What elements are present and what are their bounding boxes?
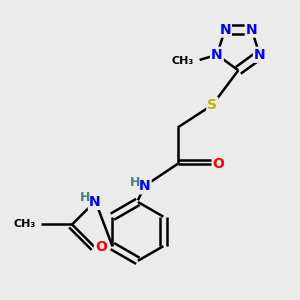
Text: N: N [89,195,100,209]
Text: CH₃: CH₃ [14,220,36,230]
Text: N: N [246,22,257,37]
Text: O: O [213,157,224,171]
Text: H: H [130,176,140,189]
Text: N: N [254,48,266,62]
Text: O: O [95,240,107,254]
Text: CH₃: CH₃ [172,56,194,66]
Text: N: N [139,179,151,194]
Text: N: N [219,22,231,37]
Text: N: N [211,48,223,62]
Text: H: H [80,191,90,204]
Text: S: S [207,98,218,112]
